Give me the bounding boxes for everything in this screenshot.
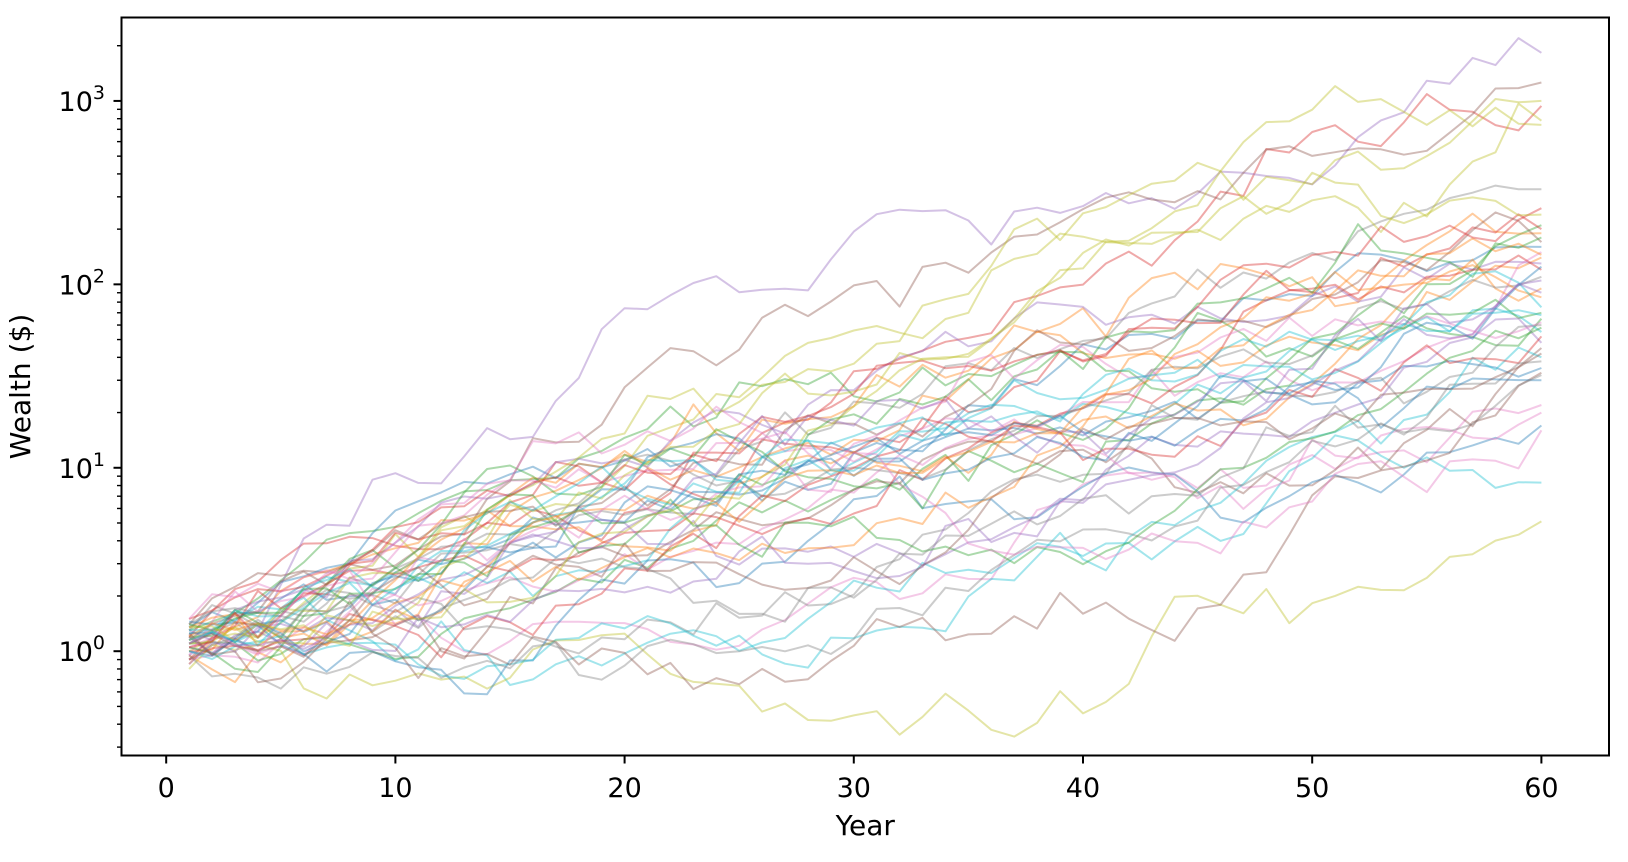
y-axis-tick-label: 101: [59, 449, 105, 485]
wealth-path-line: [188, 237, 1542, 638]
wealth-path-line: [188, 324, 1542, 655]
x-axis-tick-label: 40: [1066, 773, 1100, 804]
wealth-path-line: [188, 371, 1542, 691]
wealth-path-line: [188, 256, 1542, 684]
y-axis-tick-label: 103: [59, 82, 105, 118]
wealth-path-line: [188, 347, 1543, 660]
wealth-path-line: [188, 37, 1542, 655]
wealth-path-line: [188, 315, 1542, 620]
wealth-path-line: [188, 404, 1542, 664]
wealth-path-line: [188, 434, 1542, 686]
x-axis-tick-label: 0: [158, 773, 175, 804]
x-axis-tick-label: 60: [1524, 773, 1558, 804]
x-axis-tick-label: 10: [378, 773, 412, 804]
wealth-path-line: [188, 93, 1543, 638]
wealth-path-line: [188, 98, 1542, 645]
wealth-path-line: [188, 282, 1542, 665]
wealth-path-line: [188, 251, 1542, 656]
wealth-path-line: [188, 405, 1542, 656]
wealth-path-line: [188, 309, 1542, 646]
wealth-path-line: [188, 335, 1543, 661]
wealth-path-line: [188, 424, 1543, 696]
wealth-path-line: [188, 317, 1543, 653]
y-axis-tick-label: 102: [59, 265, 105, 301]
wealth-path-line: [188, 374, 1542, 657]
wealth-path-line: [188, 359, 1542, 629]
y-axis-tick-label: 100: [59, 632, 105, 668]
plot-area: [188, 37, 1543, 738]
x-axis-tick-label: 30: [837, 773, 871, 804]
wealth-path-line: [189, 171, 1542, 647]
wealth-path-line: [189, 258, 1542, 653]
wealth-path-line: [188, 326, 1542, 632]
wealth-path-line: [188, 245, 1542, 645]
x-axis-tick-label: 50: [1295, 773, 1329, 804]
wealth-path-line: [188, 374, 1542, 661]
wealth-path-line: [189, 311, 1543, 662]
wealth-path-line: [189, 270, 1543, 632]
x-axis-label: Year: [835, 809, 896, 842]
wealth-path-line: [189, 265, 1543, 644]
wealth-path-line: [188, 213, 1542, 620]
wealth-path-line: [188, 223, 1542, 673]
y-axis-label: Wealth ($): [4, 314, 37, 460]
wealth-path-line: [188, 207, 1542, 649]
wealth-path-line: [188, 224, 1542, 632]
wealth-path-line: [188, 307, 1542, 645]
wealth-path-line: [189, 85, 1542, 645]
wealth-path-line: [188, 184, 1542, 642]
wealth-path-line: [188, 275, 1542, 626]
wealth-path-line: [188, 102, 1542, 653]
wealth-path-line: [188, 264, 1542, 647]
wealth-path-line: [188, 352, 1542, 684]
wealth-path-line: [188, 346, 1542, 680]
wealth-path-line: [188, 81, 1542, 626]
wealth-path-line: [188, 429, 1543, 656]
axes-spines: [120, 16, 1610, 757]
wealth-path-line: [188, 211, 1543, 641]
wealth-path-line: [188, 279, 1542, 655]
wealth-path-line: [188, 212, 1542, 665]
wealth-path-line: [188, 260, 1542, 657]
x-axis-tick-label: 20: [607, 773, 641, 804]
wealth-path-line: [188, 360, 1542, 690]
wealth-path-line: [188, 254, 1542, 661]
wealth-path-line: [188, 520, 1542, 738]
wealth-path-line: [189, 298, 1542, 639]
